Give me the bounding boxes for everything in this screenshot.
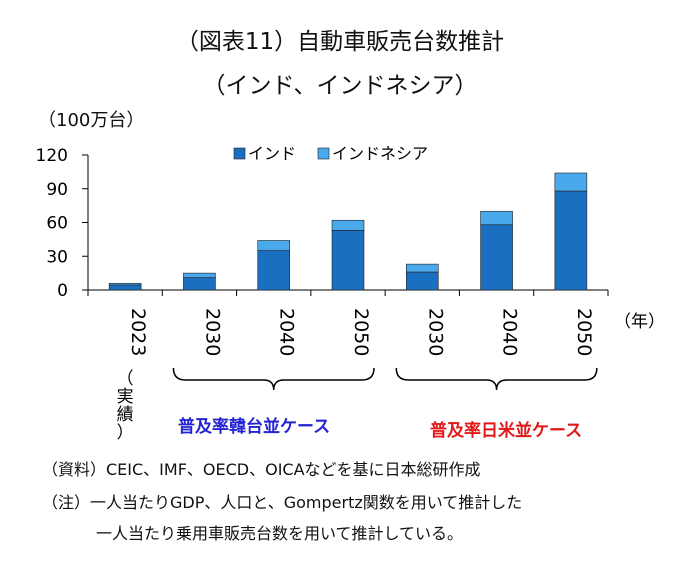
jisseki-label-char: 実 [117,387,134,407]
y-unit-label: （100万台） [38,110,145,131]
legend-label: インドネシア [332,144,428,163]
bar-segment-indonesia [480,210,513,226]
bar-segment-india [480,224,513,291]
group-label-japan-us: 普及率日米並ケース [430,421,583,441]
x-category-label: 2040 [499,308,521,356]
legend-swatch [317,147,330,160]
bar-segment-indonesia [554,172,588,192]
bar-segment-indonesia [331,219,365,231]
x-category-label: 2030 [201,308,223,356]
y-tick-label: 120 [36,146,68,166]
x-category-label: 2023 [127,308,149,356]
bar-segment-india [554,190,588,291]
legend-label: インド [248,144,296,163]
x-category-label: 2040 [276,308,298,356]
legend-swatch [233,147,246,160]
jisseki-label-char: ） [117,423,134,443]
y-tick-label: 30 [46,247,68,267]
bar-segment-india [331,230,365,291]
y-tick-label: 0 [57,281,68,301]
jisseki-label-char: （ [117,369,134,389]
group-brace-korea [172,367,375,391]
method-note-line1: （注）一人当たりGDP、人口と、Gompertz関数を用いて推計した [42,493,523,512]
group-label-korea: 普及率韓台並ケース [178,417,331,437]
bar-segment-india [405,271,439,291]
bar-segment-india [257,250,291,291]
jisseki-label-char: 績 [117,405,134,425]
group-brace-japan-us [395,367,598,391]
chart-title: （図表11）自動車販売台数推計 [175,29,505,55]
source-note: （資料）CEIC、IMF、OECD、OICAなどを基に日本総研作成 [42,460,481,479]
method-note-line2: 一人当たり乗用車販売台数を用いて推計している。 [96,524,464,543]
bar-segment-india [108,284,142,291]
x-category-label: 2050 [350,308,372,356]
bar-segment-india [183,277,216,291]
bar-segment-indonesia [108,282,142,286]
bar-segment-indonesia [405,263,439,273]
bar-segment-indonesia [183,272,216,278]
chart-subtitle: （インド、インドネシア） [202,73,478,99]
bar-segment-indonesia [257,240,291,251]
x-category-label: 2050 [573,308,595,356]
x-category-label: 2030 [424,308,446,356]
year-unit-label: （年） [614,312,665,332]
stacked-bar-chart: 0 30 60 90 120 2023 2030 2040 2050 2030 2040 2050 （実… [36,144,665,443]
y-tick-label: 90 [46,180,68,200]
y-tick-label: 60 [46,214,68,234]
